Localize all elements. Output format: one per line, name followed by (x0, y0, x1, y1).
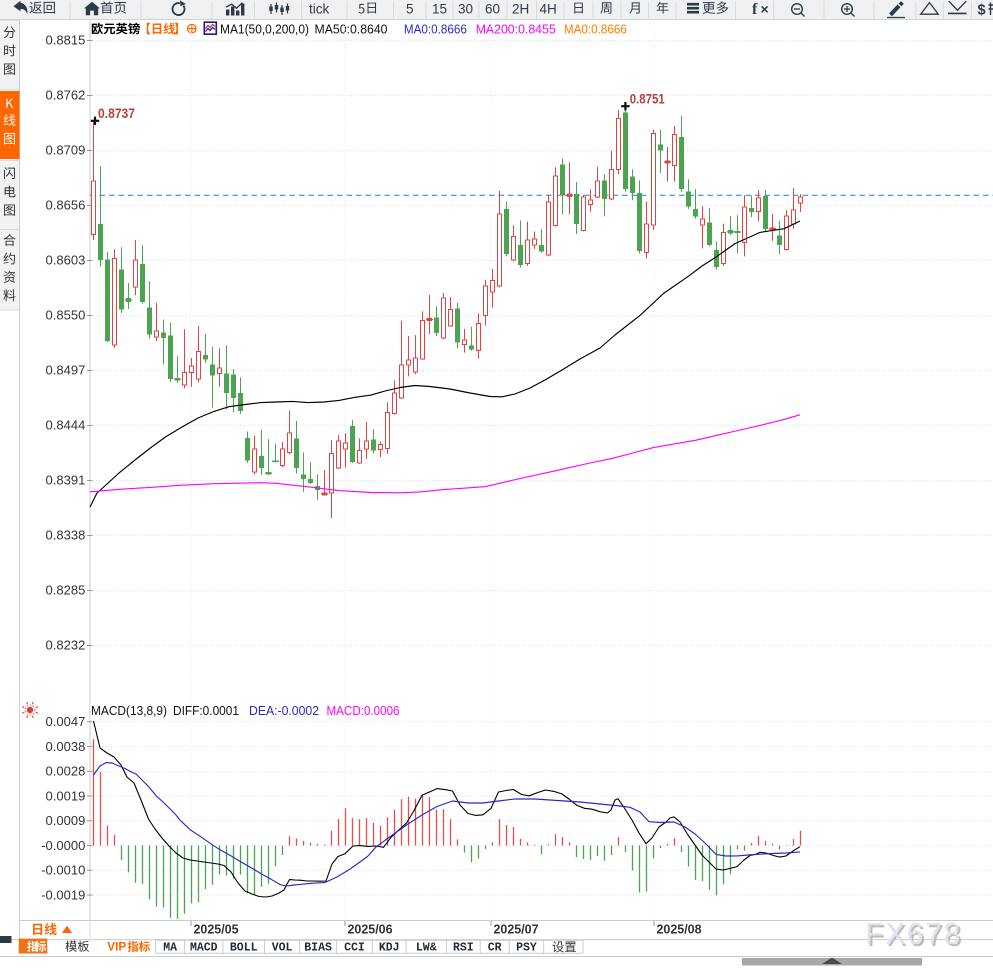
svg-text:0.8737: 0.8737 (98, 106, 135, 121)
svg-text:-0.0010: -0.0010 (41, 863, 85, 878)
svg-text:5: 5 (406, 1, 414, 16)
svg-text:KDJ: KDJ (379, 942, 400, 955)
svg-text:FX678: FX678 (867, 918, 964, 953)
svg-text:BOLL: BOLL (230, 942, 258, 955)
svg-text:f: f (752, 1, 758, 18)
svg-text:0.8815: 0.8815 (46, 33, 86, 48)
svg-text:0.8603: 0.8603 (46, 253, 86, 268)
svg-text:0.8338: 0.8338 (46, 528, 86, 543)
svg-text:0.8709: 0.8709 (46, 143, 86, 158)
svg-text:15: 15 (432, 1, 447, 16)
svg-text:×: × (761, 1, 769, 17)
svg-text:VOL: VOL (272, 942, 293, 955)
svg-text:MACD(13,8,9): MACD(13,8,9) (91, 703, 167, 718)
svg-text:0.0019: 0.0019 (46, 788, 86, 803)
svg-text:LW&: LW& (416, 942, 437, 955)
svg-text:0.8550: 0.8550 (46, 308, 86, 323)
svg-text:2025/05: 2025/05 (194, 923, 239, 937)
svg-text:DEA:-0.0002: DEA:-0.0002 (249, 703, 319, 718)
svg-text:0.8391: 0.8391 (46, 473, 86, 488)
svg-text:0.8285: 0.8285 (46, 583, 86, 598)
svg-text:2025/08: 2025/08 (657, 923, 702, 937)
svg-text:MA: MA (163, 942, 177, 955)
svg-text:0.8762: 0.8762 (46, 88, 86, 103)
svg-text:0.8751: 0.8751 (630, 92, 665, 107)
svg-text:0.8656: 0.8656 (46, 198, 86, 213)
svg-text:2025/06: 2025/06 (348, 923, 393, 937)
svg-text:2025/07: 2025/07 (494, 923, 539, 937)
svg-text:BIAS: BIAS (304, 942, 332, 955)
svg-text:RSI: RSI (453, 942, 474, 955)
svg-text:MACD:0.0006: MACD:0.0006 (327, 703, 400, 718)
svg-text:MA50:0.8640: MA50:0.8640 (315, 22, 388, 37)
svg-text:FX678: FX678 (865, 916, 962, 951)
svg-text:MA0:0.8666: MA0:0.8666 (564, 22, 627, 37)
svg-text:0.0038: 0.0038 (46, 739, 86, 754)
svg-text:60: 60 (485, 1, 500, 16)
svg-text:PSY: PSY (516, 942, 537, 955)
svg-text:0.0028: 0.0028 (46, 764, 86, 779)
svg-text:tick: tick (309, 1, 330, 16)
svg-text:0.8497: 0.8497 (46, 363, 86, 378)
svg-text:CR: CR (488, 942, 502, 955)
svg-text:MA0:0.8666: MA0:0.8666 (404, 22, 467, 37)
svg-text:MA1(50,0,200,0): MA1(50,0,200,0) (220, 22, 309, 37)
svg-text:MA200:0.8455: MA200:0.8455 (476, 22, 556, 37)
svg-text:0.0009: 0.0009 (46, 813, 86, 828)
svg-text:0.8232: 0.8232 (46, 638, 86, 653)
svg-text:0.8444: 0.8444 (46, 418, 86, 433)
svg-text:VIP: VIP (107, 942, 126, 954)
svg-text:DIFF:0.0001: DIFF:0.0001 (173, 703, 239, 718)
svg-text:0.0047: 0.0047 (46, 714, 86, 729)
svg-text:2H: 2H (512, 1, 529, 16)
svg-text:CCI: CCI (344, 942, 365, 955)
svg-text:-0.0000: -0.0000 (41, 838, 85, 853)
svg-text:30: 30 (458, 1, 473, 16)
svg-text:MACD: MACD (190, 942, 218, 955)
svg-text:-0.0019: -0.0019 (41, 887, 85, 902)
svg-text:4H: 4H (540, 1, 557, 16)
svg-text:$: $ (978, 2, 986, 18)
